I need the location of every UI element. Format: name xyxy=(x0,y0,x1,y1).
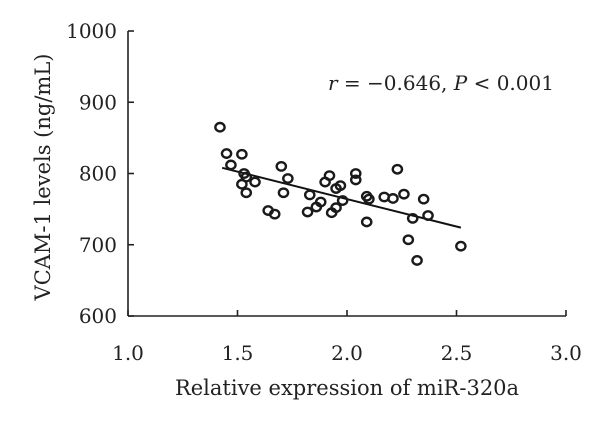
data-point xyxy=(303,189,316,201)
data-points xyxy=(214,121,467,266)
trendline-group xyxy=(221,166,462,229)
r-symbol: r xyxy=(328,71,339,95)
data-point xyxy=(334,180,347,192)
y-tick-label: 1000 xyxy=(66,19,117,43)
data-point xyxy=(398,188,410,200)
y-tick-label: 700 xyxy=(79,233,117,257)
x-tick-label: 1.5 xyxy=(222,341,254,365)
data-point xyxy=(349,168,362,179)
data-point xyxy=(240,171,253,183)
y-tick-label: 800 xyxy=(79,162,117,186)
data-point xyxy=(240,187,253,199)
data-point xyxy=(268,208,281,220)
x-tick-label: 2.0 xyxy=(331,341,363,365)
data-point xyxy=(406,212,419,224)
data-point xyxy=(214,121,226,133)
data-point xyxy=(277,187,290,199)
data-point xyxy=(225,159,237,171)
data-point xyxy=(323,170,336,182)
x-tick-label: 2.5 xyxy=(441,341,473,365)
stat-annotation: r = −0.646, P < 0.001 xyxy=(328,71,554,95)
data-point xyxy=(301,206,314,218)
p-symbol: P xyxy=(453,71,468,95)
data-point xyxy=(391,163,404,175)
regression-line xyxy=(221,166,462,229)
data-point xyxy=(236,148,248,160)
x-axis-title: Relative expression of miR-320a xyxy=(175,376,519,400)
data-point xyxy=(422,210,434,221)
y-tick-label: 600 xyxy=(79,304,117,328)
data-point xyxy=(363,193,375,205)
data-point xyxy=(330,202,342,214)
data-point xyxy=(417,193,430,205)
data-point xyxy=(387,193,399,204)
y-axis-title: VCAM-1 levels (ng/mL) xyxy=(31,54,55,302)
data-point xyxy=(455,240,467,252)
data-point xyxy=(349,174,362,186)
data-point xyxy=(336,195,349,206)
data-point xyxy=(360,216,373,228)
data-point xyxy=(220,148,233,159)
x-tick-label: 3.0 xyxy=(550,341,582,365)
r-value: = −0.646, xyxy=(338,71,454,95)
data-point xyxy=(411,255,423,266)
data-point xyxy=(314,196,327,208)
data-point xyxy=(282,173,294,184)
data-point xyxy=(249,176,261,188)
data-point xyxy=(275,160,288,172)
p-value: < 0.001 xyxy=(467,71,554,95)
y-tick-label: 900 xyxy=(79,90,117,114)
x-tick-label: 1.0 xyxy=(112,341,144,365)
data-point xyxy=(402,234,415,246)
axes: 600 700 800 900 1000 1.0 1.5 2.0 2.5 3.0 xyxy=(66,19,582,365)
